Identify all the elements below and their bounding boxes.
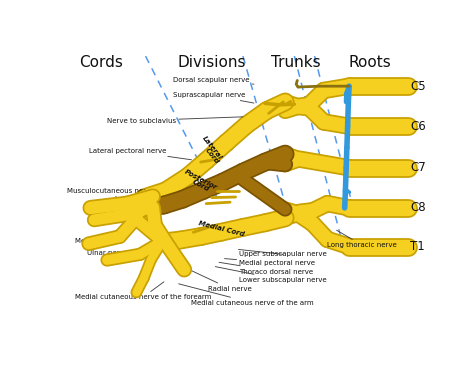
Text: Medial Cord: Medial Cord (197, 220, 245, 237)
Text: Musculocutaneous nerve: Musculocutaneous nerve (66, 188, 154, 203)
Text: Thoraco dorsal nerve: Thoraco dorsal nerve (219, 262, 313, 275)
Text: Dorsal scapular nerve: Dorsal scapular nerve (173, 77, 254, 84)
Text: Long thoracic nerve: Long thoracic nerve (328, 230, 397, 248)
Text: Cord: Cord (191, 179, 210, 193)
Text: C8: C8 (410, 201, 426, 214)
Text: Lateral: Lateral (201, 135, 223, 161)
Text: Suprascapular nerve: Suprascapular nerve (173, 92, 254, 103)
Text: Axillary nerve: Axillary nerve (87, 201, 135, 212)
Text: Lateral pectoral nerve: Lateral pectoral nerve (89, 148, 191, 160)
Text: Divisions: Divisions (177, 55, 246, 70)
Text: Medial cutaneous nerve of the arm: Medial cutaneous nerve of the arm (179, 284, 314, 306)
Text: T1: T1 (410, 240, 425, 253)
Text: Upper subscapular nerve: Upper subscapular nerve (238, 250, 327, 257)
Text: Nerve to subclavius: Nerve to subclavius (107, 117, 243, 124)
Text: Ulnar nerve: Ulnar nerve (87, 250, 128, 256)
Text: Cords: Cords (80, 55, 123, 70)
Text: Trunks: Trunks (272, 55, 321, 70)
Text: Medial pectoral nerve: Medial pectoral nerve (225, 259, 315, 266)
Text: Median nerve: Median nerve (75, 238, 122, 244)
Text: C5: C5 (410, 80, 426, 93)
Text: Medial cutaneous nerve of the forearm: Medial cutaneous nerve of the forearm (75, 282, 211, 300)
Text: C7: C7 (410, 161, 426, 174)
Text: Lower subscapular nerve: Lower subscapular nerve (215, 267, 327, 283)
Text: Radial nerve: Radial nerve (179, 264, 252, 292)
Text: Cord: Cord (204, 147, 220, 166)
Text: C6: C6 (410, 120, 426, 133)
Text: Posterior: Posterior (183, 168, 218, 190)
Text: Roots: Roots (348, 55, 391, 70)
